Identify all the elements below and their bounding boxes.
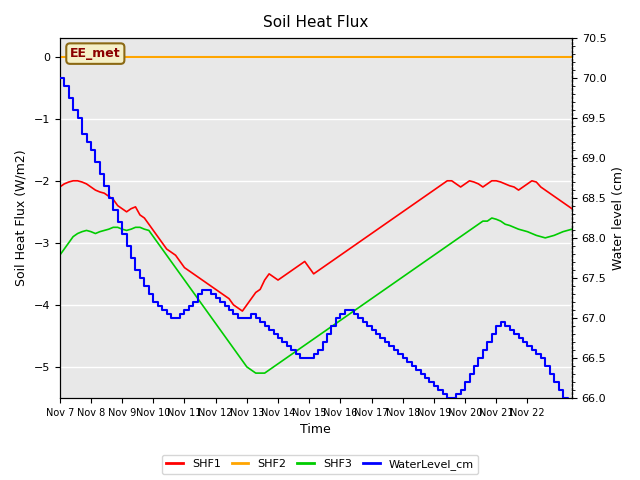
Title: Soil Heat Flux: Soil Heat Flux xyxy=(263,15,369,30)
Text: EE_met: EE_met xyxy=(70,47,121,60)
Y-axis label: Soil Heat Flux (W/m2): Soil Heat Flux (W/m2) xyxy=(15,150,28,287)
X-axis label: Time: Time xyxy=(301,423,332,436)
Legend: SHF1, SHF2, SHF3, WaterLevel_cm: SHF1, SHF2, SHF3, WaterLevel_cm xyxy=(162,455,478,474)
Y-axis label: Water level (cm): Water level (cm) xyxy=(612,166,625,270)
